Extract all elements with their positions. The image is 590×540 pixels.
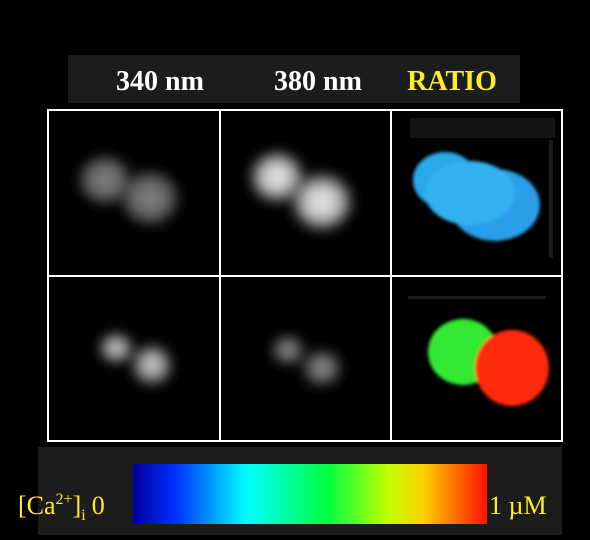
label-text: [Ca <box>18 491 56 520</box>
colorbar-max: 1 µM <box>489 491 547 520</box>
header-label: 380 nm <box>274 66 362 97</box>
colorbar <box>133 464 487 524</box>
figure: 340 nm 380 nm RATIO <box>0 0 590 540</box>
header-label: RATIO <box>407 66 497 97</box>
label-text: ] <box>73 491 82 520</box>
label-sup: 2+ <box>56 491 73 508</box>
label-sub: i <box>81 507 86 524</box>
header-label: 340 nm <box>116 66 204 97</box>
colorbar-min: 0 <box>92 491 105 520</box>
